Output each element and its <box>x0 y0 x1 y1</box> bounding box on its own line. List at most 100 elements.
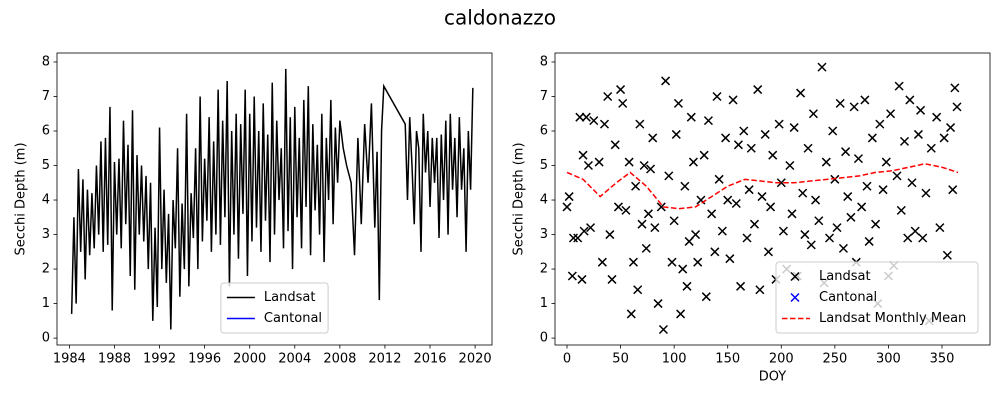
marker-x <box>907 178 917 188</box>
marker-x <box>808 109 818 119</box>
marker-x <box>894 81 904 91</box>
marker-x <box>875 119 885 129</box>
marker-x <box>723 195 733 205</box>
y-tick-label: 3 <box>540 227 548 242</box>
marker-x <box>935 223 945 233</box>
marker-x <box>798 188 808 198</box>
marker-x <box>664 171 674 181</box>
x-tick-label: 2012 <box>368 352 401 367</box>
marker-x <box>814 216 824 226</box>
x-tick-label: 2004 <box>278 352 311 367</box>
marker-x <box>667 257 677 267</box>
marker-x <box>768 150 778 160</box>
marker-x <box>918 233 928 243</box>
marker-x <box>624 157 634 167</box>
y-tick-label: 4 <box>540 193 548 208</box>
marker-x <box>838 243 848 253</box>
marker-x <box>841 147 851 157</box>
marker-x <box>613 202 623 212</box>
marker-x <box>728 95 738 105</box>
marker-x <box>635 119 645 129</box>
marker-x <box>926 143 936 153</box>
marker-x <box>721 133 731 143</box>
marker-x <box>789 123 799 133</box>
axes-frame <box>56 52 493 346</box>
marker-x <box>830 174 840 184</box>
marker-x <box>626 309 636 319</box>
marker-x <box>575 112 585 122</box>
y-tick-label: 8 <box>540 54 548 69</box>
marker-x <box>774 119 784 129</box>
marker-x <box>618 98 628 108</box>
marker-x <box>803 143 813 153</box>
marker-x <box>671 129 681 139</box>
y-tick-label: 8 <box>42 54 50 69</box>
marker-x <box>824 233 835 243</box>
legend-label: Landsat Monthly Mean <box>819 311 966 326</box>
marker-x <box>607 274 617 284</box>
y-tick-label: 2 <box>42 262 50 277</box>
marker-x <box>878 185 888 195</box>
marker-x <box>939 133 949 143</box>
y-tick-label: 7 <box>540 89 548 104</box>
marker-x <box>763 247 773 257</box>
marker-x <box>610 140 620 150</box>
y-tick-label: 3 <box>42 227 50 242</box>
legend-label: Landsat <box>819 269 871 284</box>
marker-x <box>910 226 920 236</box>
legend-label: Landsat <box>264 290 316 305</box>
marker-x <box>577 274 587 284</box>
legend: Landsat Cantonal Landsat Monthly Mean <box>775 261 979 334</box>
marker-x <box>757 192 767 202</box>
marker-x <box>892 171 902 181</box>
x-tick-label: 150 <box>715 352 740 367</box>
subplot: 0 50 100 150 200 250 300 350 0 1 2 3 4 5 6 7 8 Secchi Dep… <box>512 52 991 385</box>
marker-x <box>946 123 956 133</box>
marker-x <box>631 181 641 191</box>
marker-x <box>678 264 688 274</box>
x-tick-label: 350 <box>930 352 955 367</box>
marker-x <box>637 219 647 229</box>
subplot: 1984 1988 1992 1996 2000 2004 2008 2012 2016 2020… <box>14 52 493 367</box>
marker-x <box>579 226 589 236</box>
marker-x <box>886 109 896 119</box>
marker-x <box>806 240 816 250</box>
marker-x <box>567 271 577 281</box>
x-tick-label: 50 <box>612 352 629 367</box>
marker-x <box>913 129 923 139</box>
marker-x <box>717 226 727 236</box>
marker-x <box>733 140 743 150</box>
marker-x <box>691 230 701 240</box>
marker-x <box>669 216 679 226</box>
marker-x <box>952 102 962 112</box>
marker-x <box>682 281 692 291</box>
marker-x <box>603 91 613 102</box>
marker-x <box>821 157 831 167</box>
marker-x <box>832 223 842 233</box>
marker-x <box>800 230 810 240</box>
marker-x <box>583 160 593 171</box>
x-tick-label: 1988 <box>98 352 131 367</box>
y-tick-label: 6 <box>42 124 50 139</box>
series-line <box>566 163 959 210</box>
marker-x <box>942 250 952 260</box>
marker-x <box>696 195 706 205</box>
marker-x <box>950 83 960 93</box>
marker-x <box>701 292 711 302</box>
marker-x <box>862 181 872 191</box>
marker-x <box>744 185 754 195</box>
marker-x <box>680 181 690 191</box>
legend-frame <box>775 261 979 334</box>
marker-x <box>736 281 746 291</box>
marker-x <box>656 202 666 212</box>
marker-x <box>857 202 867 212</box>
marker-x <box>699 150 709 160</box>
marker-x <box>564 192 574 202</box>
y-tick-label: 7 <box>42 89 50 104</box>
marker-x <box>646 164 656 174</box>
marker-x <box>932 112 942 122</box>
y-tick-label: 6 <box>540 124 548 139</box>
x-tick-label: 250 <box>822 352 847 367</box>
marker-x <box>639 160 649 171</box>
